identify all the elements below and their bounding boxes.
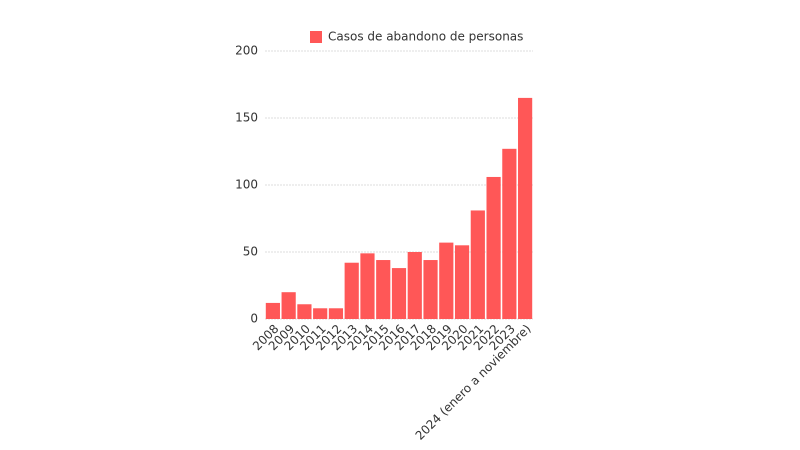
bar <box>439 242 454 319</box>
bar <box>328 308 344 319</box>
bar <box>407 252 422 319</box>
bar <box>502 148 517 319</box>
bar <box>486 176 501 319</box>
bar <box>265 302 280 319</box>
bar <box>391 268 407 319</box>
y-tick-label: 100 <box>235 178 258 192</box>
bar <box>360 253 375 319</box>
bar <box>518 97 533 320</box>
bar <box>470 210 485 319</box>
y-tick-label: 50 <box>243 245 258 259</box>
y-tick-label: 150 <box>235 111 258 125</box>
y-tick-label: 200 <box>235 44 258 58</box>
bar <box>297 304 312 319</box>
bar <box>423 260 438 319</box>
bar <box>376 260 391 319</box>
bar <box>313 308 328 319</box>
y-tick-label: 0 <box>250 312 258 326</box>
bar <box>344 262 359 319</box>
legend-label: Casos de abandono de personas <box>328 30 523 44</box>
bar <box>454 245 470 319</box>
bar <box>281 292 296 319</box>
legend-swatch <box>310 31 322 43</box>
